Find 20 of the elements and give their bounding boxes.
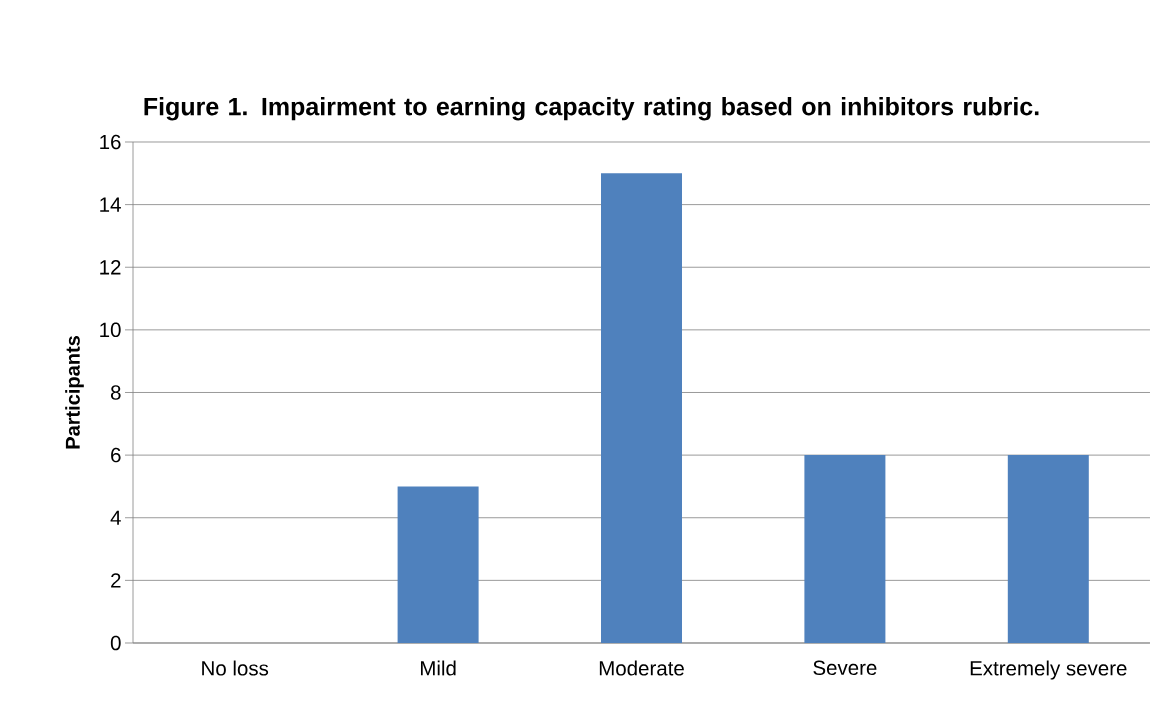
x-tick-label: Extremely severe (970, 660, 1127, 680)
y-tick-label: 6 (111, 447, 121, 463)
y-tick-label: 12 (100, 260, 121, 275)
x-tick-label: No loss (202, 660, 269, 676)
y-tick-label: 8 (110, 385, 121, 400)
y-tick-label: 0 (110, 635, 121, 651)
y-tick-label: 2 (111, 573, 121, 588)
bar (1007, 455, 1089, 643)
y-tick-label: 14 (100, 197, 121, 212)
y-tick-label: 16 (100, 134, 121, 150)
y-axis-title: Participants (65, 336, 84, 449)
y-tick-label: 4 (110, 510, 121, 525)
x-tick-label: Severe (813, 660, 877, 676)
y-tick-label: 10 (100, 322, 121, 338)
bar (397, 486, 479, 643)
x-tick-label: Mild (420, 660, 456, 676)
chart-title: Figure 1. Impairment to earning capacity rating based on inhibitors rubric. (144, 97, 1039, 121)
bar (804, 455, 886, 643)
bar (601, 173, 682, 643)
x-tick-label: Moderate (599, 660, 684, 676)
